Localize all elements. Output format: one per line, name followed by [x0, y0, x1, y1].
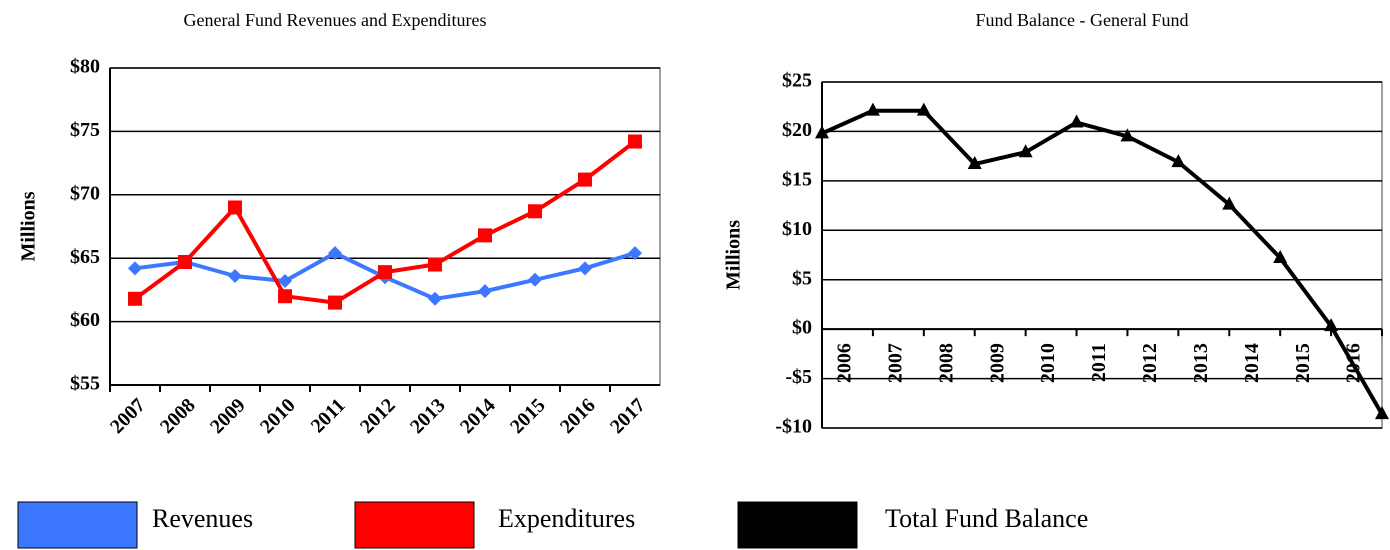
y-tick-label: $70	[70, 182, 100, 204]
x-tick-label: 2013	[406, 394, 450, 438]
y-tick-label: $15	[782, 168, 812, 190]
marker	[578, 172, 592, 187]
marker	[1324, 318, 1339, 332]
x-tick-label: 2011	[1088, 343, 1110, 382]
legend-label: Revenues	[152, 504, 253, 533]
y-tick-label: $80	[70, 56, 100, 78]
marker	[1120, 128, 1135, 142]
marker	[528, 272, 542, 287]
marker	[1171, 154, 1186, 168]
y-tick-label: $60	[70, 309, 100, 331]
y-tick-label: $20	[782, 119, 812, 141]
x-tick-label: 2012	[1139, 343, 1161, 383]
x-tick-label: 2015	[506, 394, 550, 438]
marker	[1222, 196, 1237, 210]
x-tick-label: 2007	[885, 343, 907, 383]
x-tick-label: 2006	[834, 343, 856, 383]
marker	[228, 268, 242, 283]
legend-label: Total Fund Balance	[885, 504, 1088, 533]
marker	[628, 246, 642, 261]
chart-title: General Fund Revenues and Expenditures	[184, 10, 487, 30]
x-tick-label: 2017	[606, 394, 650, 438]
chart-title: Fund Balance - General Fund	[976, 10, 1189, 30]
y-axis-label: Millions	[18, 191, 40, 261]
x-tick-label: 2007	[106, 394, 150, 438]
series-line	[821, 108, 1384, 416]
y-tick-label: $10	[782, 218, 812, 240]
x-tick-label: 2014	[456, 394, 500, 438]
marker	[578, 261, 592, 276]
x-tick-label: 2012	[356, 394, 400, 438]
marker	[428, 291, 442, 306]
marker	[916, 102, 931, 116]
legend-swatch	[737, 501, 858, 549]
x-tick-label: 2015	[1292, 343, 1314, 383]
marker	[478, 228, 492, 243]
marker	[1375, 406, 1389, 420]
legend-swatch	[17, 501, 138, 549]
x-tick-label: 2009	[206, 394, 250, 438]
marker	[1069, 114, 1084, 128]
marker	[278, 274, 292, 289]
x-tick-label: 2011	[307, 394, 350, 437]
y-axis-label: Millions	[723, 220, 745, 290]
x-tick-label: 2014	[1241, 343, 1263, 383]
y-tick-label: $5	[792, 267, 812, 289]
marker	[815, 125, 829, 139]
y-tick-label: $25	[782, 70, 812, 92]
x-tick-label: 2009	[986, 343, 1008, 383]
y-tick-label: $75	[70, 119, 100, 141]
marker	[865, 102, 880, 116]
y-tick-label: $65	[70, 246, 100, 268]
marker	[128, 261, 142, 276]
marker	[328, 295, 342, 310]
x-tick-label: 2010	[1037, 343, 1059, 383]
x-tick-label: 2016	[556, 394, 600, 438]
marker	[528, 204, 542, 219]
marker	[128, 291, 142, 306]
legend-label: Expenditures	[498, 504, 635, 533]
marker	[328, 246, 342, 261]
plot-area	[109, 67, 661, 386]
y-tick-label: $0	[792, 317, 812, 339]
marker	[628, 134, 642, 149]
x-tick-label: 2008	[935, 343, 957, 383]
marker	[1273, 249, 1288, 263]
legend-swatch	[354, 501, 475, 549]
y-tick-label: $55	[70, 373, 100, 395]
y-tick-label: -$10	[775, 416, 812, 438]
marker	[428, 257, 442, 272]
marker	[178, 255, 192, 270]
x-tick-label: 2010	[256, 394, 300, 438]
x-tick-label: 2013	[1190, 343, 1212, 383]
marker	[378, 265, 392, 280]
marker	[228, 200, 242, 215]
marker	[1018, 144, 1033, 158]
x-tick-label: 2008	[156, 394, 200, 438]
y-tick-label: -$5	[785, 366, 812, 388]
marker	[478, 284, 492, 299]
marker	[278, 289, 292, 304]
marker	[967, 156, 982, 170]
